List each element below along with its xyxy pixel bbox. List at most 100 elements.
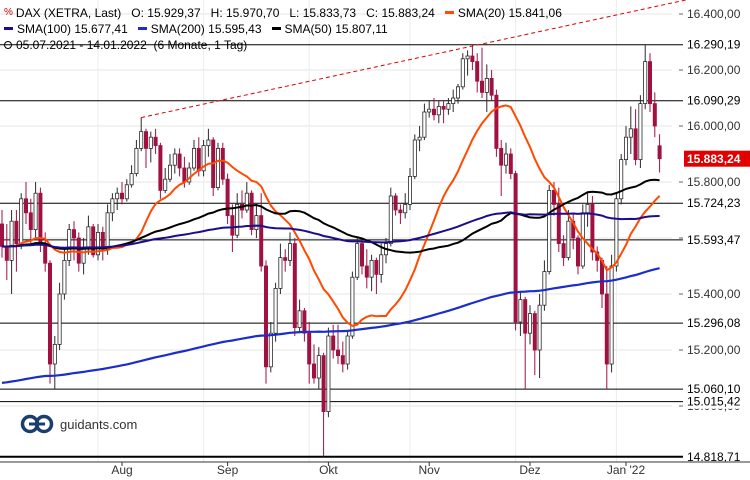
candle-body [196, 147, 201, 172]
candle-body [86, 226, 91, 250]
candle-body [302, 310, 307, 334]
candle-body [33, 192, 38, 230]
legend-sma20-value: 15.841,06 [508, 5, 562, 20]
level-badge-bg [684, 316, 748, 331]
last-price-label: 15.883,24 [687, 152, 741, 166]
legend-close: C: 15.883,24 [366, 5, 435, 20]
candle-body [657, 145, 662, 160]
candle-body [235, 203, 240, 236]
candle-body [364, 265, 369, 278]
candle-body [407, 175, 412, 205]
candle-body [350, 276, 355, 337]
candle-body [158, 145, 163, 191]
candle-body [57, 293, 62, 345]
candle-body [547, 189, 552, 272]
time-axis: Aug Sep Okt Nov Dez Jan '22 [0, 461, 750, 477]
candle-body [148, 136, 153, 149]
guidants-logo-icon [20, 414, 54, 434]
legend-sma20-label[interactable]: SMA(20) [457, 5, 506, 20]
candle-body [648, 61, 653, 104]
candle-body [96, 231, 101, 256]
candle-body [523, 299, 528, 334]
candle-body [542, 271, 547, 306]
candle-body [14, 220, 19, 244]
legend-sma50-label[interactable]: SMA(50) [284, 21, 332, 36]
candle-body [600, 259, 605, 295]
candle-body [134, 147, 139, 174]
candle-body [465, 55, 470, 60]
candle-body [340, 355, 345, 365]
candle-body [297, 310, 302, 328]
legend-instrument: DAX (XETRA, Last) [15, 5, 122, 20]
candle-body [43, 243, 48, 264]
candle-body [503, 153, 508, 166]
legend-row-sma: SMA(100) 15.677,41 SMA(200) 15.595,43 SMA(… [4, 21, 388, 36]
candle-body [479, 80, 484, 93]
candle-body [436, 106, 441, 116]
guidants-brand[interactable]: guidants.com [20, 413, 137, 435]
candle-body [633, 128, 638, 161]
candle-body [215, 147, 220, 188]
candle-body [532, 313, 537, 351]
candle-body [307, 332, 312, 365]
period-clock-icon[interactable] [4, 40, 12, 49]
candle-body [292, 243, 297, 329]
candle-body [518, 299, 523, 323]
candle-body [62, 259, 67, 295]
chart-type-icon[interactable]: % [4, 6, 13, 18]
y-tick-label: 16.200,00 [687, 63, 741, 77]
level-badge-label: 16.090,29 [687, 94, 741, 108]
legend-sma100-label[interactable]: SMA(100) [17, 21, 72, 36]
legend-range: (6 Monate, 1 Tag) [153, 37, 248, 52]
candle-body [431, 108, 436, 116]
candle-body [191, 147, 196, 169]
sma200-swatch [137, 27, 147, 31]
candle-body [316, 355, 321, 379]
resistance-trendline [141, 0, 689, 119]
candle-body [72, 229, 77, 239]
candle-body [475, 61, 480, 82]
level-badge-bg [684, 232, 748, 247]
sma50-line [1, 178, 660, 254]
candle-body [139, 131, 144, 149]
candle-body [374, 259, 379, 275]
candle-body [124, 184, 129, 200]
legend-open: O: 15.929,37 [131, 5, 201, 20]
candle-body [52, 343, 57, 365]
candle-body [388, 195, 393, 244]
x-tick-label: Aug [111, 463, 132, 477]
candle-body [120, 192, 125, 200]
candle-body [427, 108, 432, 113]
candle-body [585, 203, 590, 214]
candle-body [201, 145, 206, 172]
candle-body [91, 226, 96, 256]
legend-sma50-value: 15.807,11 [335, 21, 388, 36]
legend-low: L: 15.833,73 [289, 5, 357, 20]
candle-body [489, 78, 494, 96]
candle-body [528, 313, 533, 334]
brand-name: guidants.com [60, 416, 138, 432]
sma20-line [1, 104, 661, 327]
candle-body [182, 167, 187, 183]
candle-body [287, 243, 292, 261]
candle-body [412, 139, 417, 177]
candle-body [172, 153, 177, 166]
candle-body [67, 229, 72, 261]
legend-sma200-label[interactable]: SMA(200) [150, 21, 205, 36]
candle-body [355, 243, 360, 278]
candle-body [163, 178, 168, 191]
candle-body [326, 335, 331, 412]
sma200-line [1, 267, 660, 384]
candle-body [422, 111, 427, 138]
candle-body [48, 262, 53, 365]
legend-sma100-value: 15.677,41 [74, 21, 128, 36]
candle-body [249, 192, 254, 230]
candle-body [177, 153, 182, 169]
level-badge-label: 16.290,19 [687, 38, 741, 52]
level-badge-label: 15.015,42 [687, 395, 741, 409]
candle-body [105, 212, 110, 250]
level-badge-label: 15.593,47 [687, 233, 741, 247]
price-axis: 16.400,0016.200,0016.000,0015.800,0015.6… [679, 7, 750, 464]
candle-body [268, 332, 273, 368]
